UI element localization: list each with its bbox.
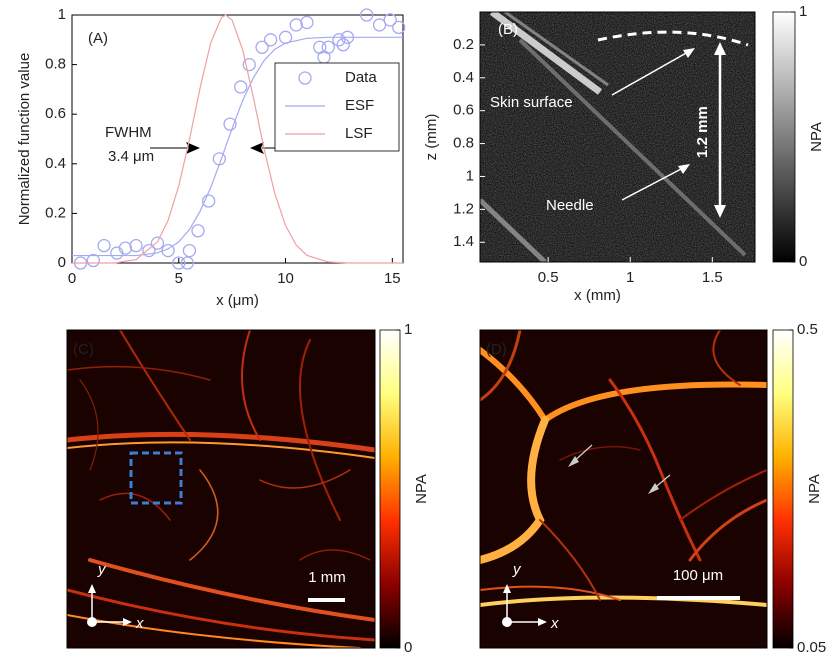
- x-axis-label: x (μm): [216, 292, 259, 309]
- legend-label: LSF: [345, 125, 373, 142]
- data-point: [151, 237, 163, 249]
- annotation: Needle: [546, 197, 594, 214]
- annotation: Skin surface: [490, 94, 573, 111]
- colorbar-tick-label: 0.05: [797, 639, 826, 656]
- x-tick-label: 15: [384, 270, 401, 287]
- panel-label: (A): [88, 30, 108, 47]
- data-point: [98, 240, 110, 252]
- legend-label: Data: [345, 69, 377, 86]
- annotation: FWHM: [105, 124, 152, 141]
- colorbar-tick-label: 1: [799, 3, 807, 20]
- x-axis-label: x (mm): [574, 287, 621, 304]
- y-tick-label: 0.2: [453, 36, 474, 53]
- x-tick-label: 5: [175, 270, 183, 287]
- data-point: [265, 34, 277, 46]
- legend-label: ESF: [345, 97, 374, 114]
- y-tick-label: 0.2: [45, 204, 66, 221]
- data-point: [183, 245, 195, 257]
- annotation: 1.2 mm: [694, 106, 711, 158]
- y-tick-label: 0.8: [45, 56, 66, 73]
- scale-bar-label: 1 mm: [308, 569, 346, 586]
- legend: [275, 63, 399, 151]
- x-tick-label: 0: [68, 270, 76, 287]
- colorbar: [773, 12, 795, 262]
- y-tick-label: 1: [58, 6, 66, 23]
- colorbar-tick-label: 1: [404, 321, 412, 338]
- data-point: [301, 16, 313, 28]
- colorbar-tick-label: 0: [404, 639, 412, 656]
- axis-direction-label: x: [135, 615, 144, 632]
- data-point: [322, 41, 334, 53]
- y-axis-label: Normalized function value: [16, 53, 33, 226]
- colorbar-label: NPA: [413, 474, 430, 504]
- data-point: [192, 225, 204, 237]
- colorbar: [773, 330, 793, 648]
- y-tick-label: 1: [466, 167, 474, 184]
- image-d: [480, 330, 767, 648]
- annotation: 3.4 μm: [108, 148, 154, 165]
- colorbar-tick-label: 0.5: [797, 321, 818, 338]
- y-tick-label: 1.4: [453, 233, 474, 250]
- y-tick-label: 0.8: [453, 135, 474, 152]
- scale-bar-label: 100 μm: [673, 567, 723, 584]
- image-c: [67, 330, 375, 648]
- panel-label: (C): [73, 341, 94, 358]
- data-point: [87, 255, 99, 267]
- y-axis-label: z (mm): [423, 114, 440, 161]
- axis-direction-label: x: [550, 615, 559, 632]
- data-point: [235, 81, 247, 93]
- y-tick-label: 0.4: [453, 69, 474, 86]
- y-tick-label: 0.6: [45, 105, 66, 122]
- y-tick-label: 1.2: [453, 200, 474, 217]
- y-tick-label: 0.6: [453, 102, 474, 119]
- page: {"chart_data": [ {"type": "line", "panel…: [0, 0, 837, 663]
- x-tick-label: 10: [277, 270, 294, 287]
- figure: 05101500.20.40.60.81DataESFLSF(A)x (μm)N…: [0, 0, 837, 663]
- colorbar-label: NPA: [808, 122, 825, 152]
- colorbar: [380, 330, 400, 648]
- image-b: [480, 12, 755, 262]
- panel-label: (B): [498, 21, 518, 38]
- x-tick-label: 1: [626, 269, 634, 286]
- colorbar-tick-label: 0: [799, 253, 807, 270]
- y-tick-label: 0: [58, 254, 66, 271]
- data-point: [130, 240, 142, 252]
- y-tick-label: 0.4: [45, 155, 66, 172]
- data-point: [290, 19, 302, 31]
- panel-label: (D): [486, 341, 507, 358]
- x-tick-label: 0.5: [538, 269, 559, 286]
- colorbar-label: NPA: [806, 474, 823, 504]
- x-tick-label: 1.5: [702, 269, 723, 286]
